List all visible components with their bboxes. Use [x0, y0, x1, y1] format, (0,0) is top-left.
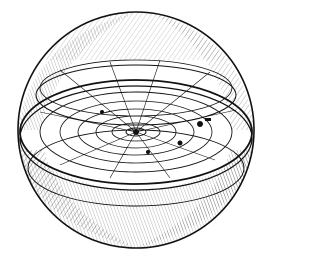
page [0, 0, 320, 257]
sphere-engraving [0, 0, 270, 257]
